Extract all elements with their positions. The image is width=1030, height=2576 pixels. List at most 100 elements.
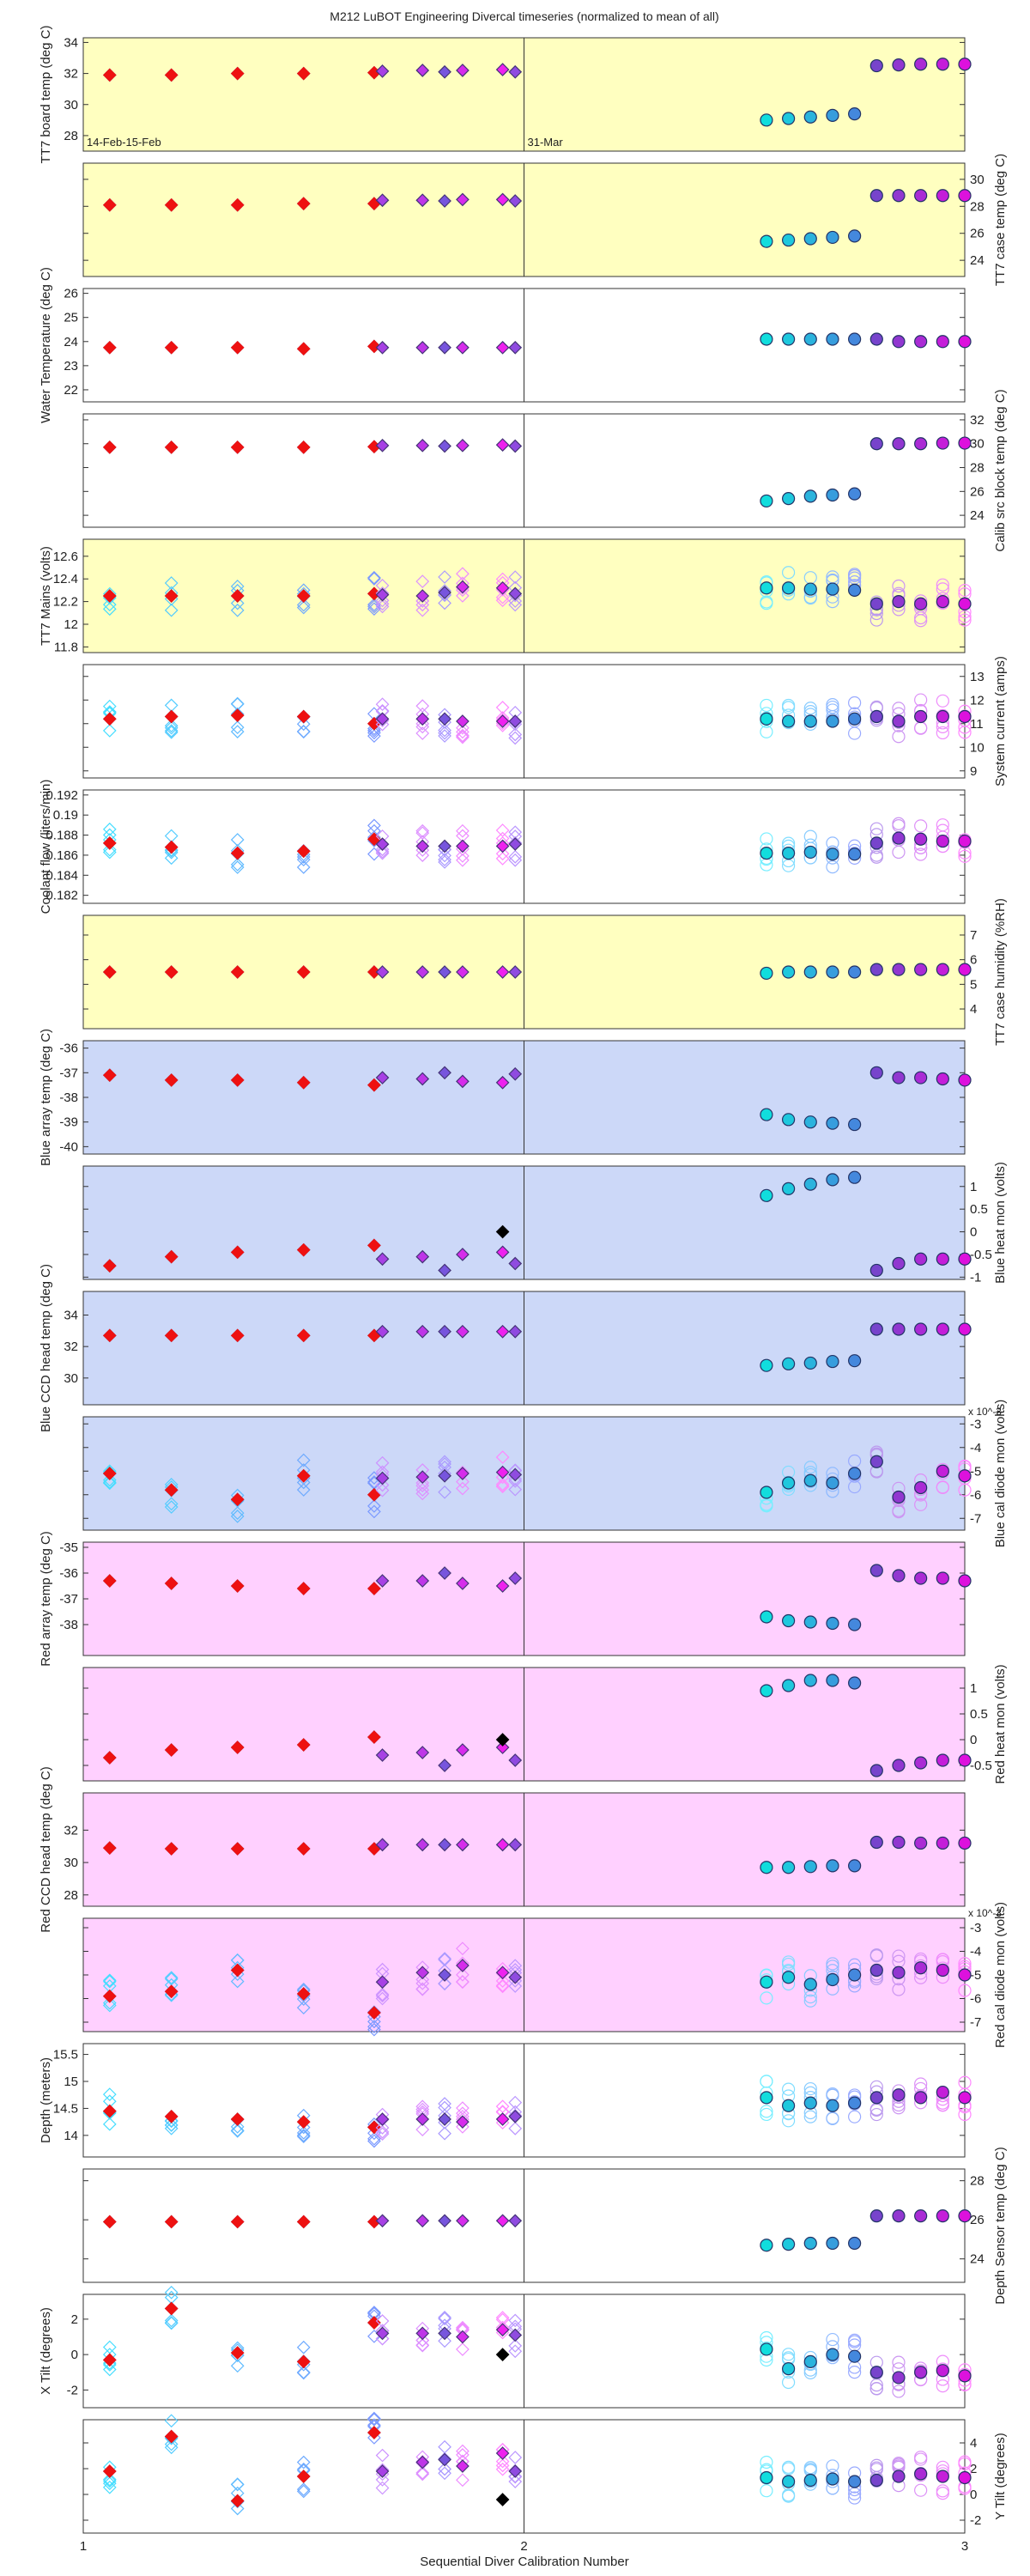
y-tick-label: 32 <box>64 1340 78 1354</box>
data-point-red-diamond <box>367 2120 381 2135</box>
data-point-purple-diamond <box>438 439 451 453</box>
ghost-circle <box>958 2107 972 2122</box>
data-point-red-diamond <box>296 1842 311 1856</box>
ghost-diamond <box>230 1506 245 1520</box>
ghost-diamond <box>438 2334 451 2348</box>
data-point-red-diamond <box>230 1245 245 1260</box>
data-point-purple-diamond <box>375 1071 390 1084</box>
data-point-purple-diamond <box>375 965 390 979</box>
ghost-diamond <box>230 1974 245 1989</box>
data-point-circle <box>936 594 949 609</box>
ghost-diamond <box>508 727 523 742</box>
y-exponent-label: x 10^-3 <box>968 1406 1002 1418</box>
y-tick-label: 30 <box>970 173 985 187</box>
data-point-red-diamond <box>164 1577 179 1590</box>
ghost-circle <box>936 2486 949 2500</box>
ghost-diamond <box>367 2431 381 2445</box>
data-point-circle <box>869 2366 883 2379</box>
data-point-purple-diamond <box>508 1324 523 1339</box>
data-point-circle <box>781 1357 796 1370</box>
ghost-diamond <box>508 2122 523 2136</box>
data-point-purple-diamond <box>508 64 523 79</box>
ghost-circle <box>781 2488 796 2502</box>
data-point-purple-diamond <box>415 1838 430 1852</box>
data-point-circle <box>803 714 817 728</box>
ghost-diamond <box>102 1475 117 1490</box>
ghost-diamond <box>164 2313 179 2328</box>
data-point-circle <box>869 437 883 451</box>
data-point-purple-diamond <box>456 340 470 355</box>
data-point-red-diamond <box>296 1468 311 1483</box>
y-tick-label: -7 <box>970 1511 981 1526</box>
data-point-purple-diamond <box>495 1075 510 1090</box>
data-point-circle <box>892 189 906 203</box>
data-point-circle <box>760 966 773 981</box>
data-point-red-diamond <box>164 68 179 82</box>
data-point-circle <box>781 1476 796 1490</box>
data-point-purple-diamond <box>456 2330 470 2344</box>
ghost-diamond <box>102 1973 117 1988</box>
ghost-circle <box>892 579 906 593</box>
y-axis-label: Blue cal diode mon (volts) <box>993 1400 1008 1548</box>
data-point-purple-diamond <box>375 1324 390 1339</box>
data-point-circle <box>803 1177 817 1191</box>
ghost-diamond <box>415 716 430 731</box>
data-point-circle <box>781 2362 796 2376</box>
data-point-circle <box>803 1674 817 1687</box>
ghost-diamond <box>375 1987 390 2002</box>
ghost-diamond <box>415 594 430 608</box>
ghost-circle <box>914 2452 928 2466</box>
y-tick-label: 24 <box>64 335 78 349</box>
data-point-purple-diamond <box>508 1571 523 1585</box>
y-axis-label: Red CCD head temp (deg C) <box>39 1766 53 1932</box>
y-tick-label: -6 <box>970 1488 981 1503</box>
data-point-purple-diamond <box>415 1249 430 1264</box>
data-point-circle <box>826 1859 839 1873</box>
data-point-red-diamond <box>296 1328 311 1343</box>
data-point-purple-diamond <box>508 340 523 355</box>
ghost-circle <box>760 832 773 846</box>
ghost-circle <box>914 611 928 625</box>
y-axis-label: Y Tilt (degrees) <box>993 2433 1008 2519</box>
ghost-circle <box>826 2332 839 2347</box>
data-point-red-diamond <box>164 440 179 454</box>
data-point-red-diamond <box>230 1579 245 1593</box>
y-axis-label: Red cal diode mon (volts) <box>993 1902 1008 2048</box>
data-point-circle <box>848 1618 862 1631</box>
y-axis-label: Depth (meters) <box>39 2057 53 2143</box>
ghost-diamond <box>102 2472 117 2487</box>
data-point-purple-diamond <box>456 1467 470 1480</box>
ghost-diamond <box>495 847 510 861</box>
data-point-red-diamond <box>164 2110 179 2123</box>
data-point-red-diamond <box>230 1963 245 1978</box>
data-point-circle <box>869 709 883 724</box>
ghost-circle <box>958 1984 972 1997</box>
ghost-diamond <box>456 1481 470 1496</box>
y-tick-label: 28 <box>970 199 985 214</box>
y-tick-label: -5 <box>970 1968 981 1983</box>
data-point-circle <box>781 233 796 247</box>
data-point-circle <box>781 581 796 595</box>
data-point-red-diamond <box>102 1989 117 2003</box>
ghost-diamond <box>230 2477 245 2492</box>
ghost-diamond <box>296 1483 311 1497</box>
data-point-circle <box>958 1836 972 1850</box>
data-point-circle <box>760 1975 773 1989</box>
data-point-circle <box>936 58 949 71</box>
ghost-circle <box>892 2101 906 2115</box>
ghost-diamond <box>415 603 430 617</box>
data-point-circle <box>892 1256 906 1271</box>
data-point-circle <box>936 709 949 724</box>
ghost-circle <box>936 694 949 708</box>
y-tick-label: -0.5 <box>970 1248 992 1262</box>
data-point-circle <box>892 2209 906 2223</box>
data-point-purple-diamond <box>375 64 390 78</box>
panel-14: -0.5 0 0.5 1 Red heat mon (volts) <box>82 1664 1008 1784</box>
ghost-diamond <box>296 2129 311 2143</box>
ghost-diamond <box>375 1478 390 1492</box>
data-point-circle <box>869 1066 883 1079</box>
data-point-purple-diamond <box>508 1066 523 1081</box>
data-point-circle <box>914 709 928 724</box>
y-tick-label: -37 <box>59 1592 78 1607</box>
panel-19: -2 0 2 X Tilt (degrees) <box>39 2285 972 2409</box>
